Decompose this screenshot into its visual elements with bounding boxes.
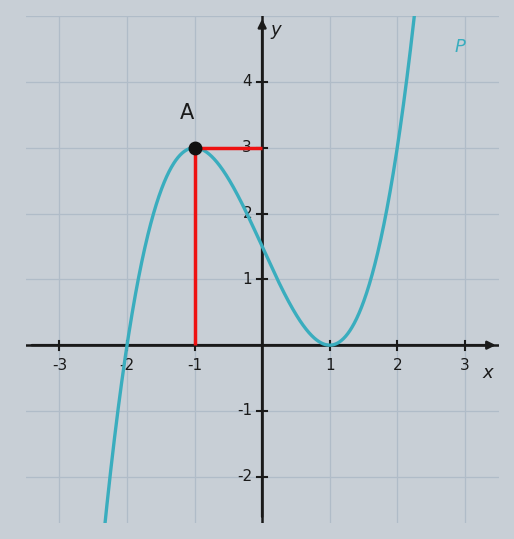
Text: -1: -1 (187, 358, 202, 374)
Text: 2: 2 (392, 358, 402, 374)
Text: -2: -2 (119, 358, 135, 374)
Text: 3: 3 (460, 358, 470, 374)
Text: P: P (455, 38, 466, 56)
Text: -3: -3 (52, 358, 67, 374)
Text: -1: -1 (237, 404, 252, 418)
Text: y: y (270, 22, 281, 39)
Text: 1: 1 (325, 358, 335, 374)
Text: x: x (483, 364, 493, 382)
Text: 3: 3 (242, 140, 252, 155)
Text: 2: 2 (243, 206, 252, 221)
Text: -2: -2 (237, 469, 252, 484)
Text: 1: 1 (243, 272, 252, 287)
Text: 4: 4 (243, 74, 252, 89)
Text: A: A (179, 103, 194, 123)
